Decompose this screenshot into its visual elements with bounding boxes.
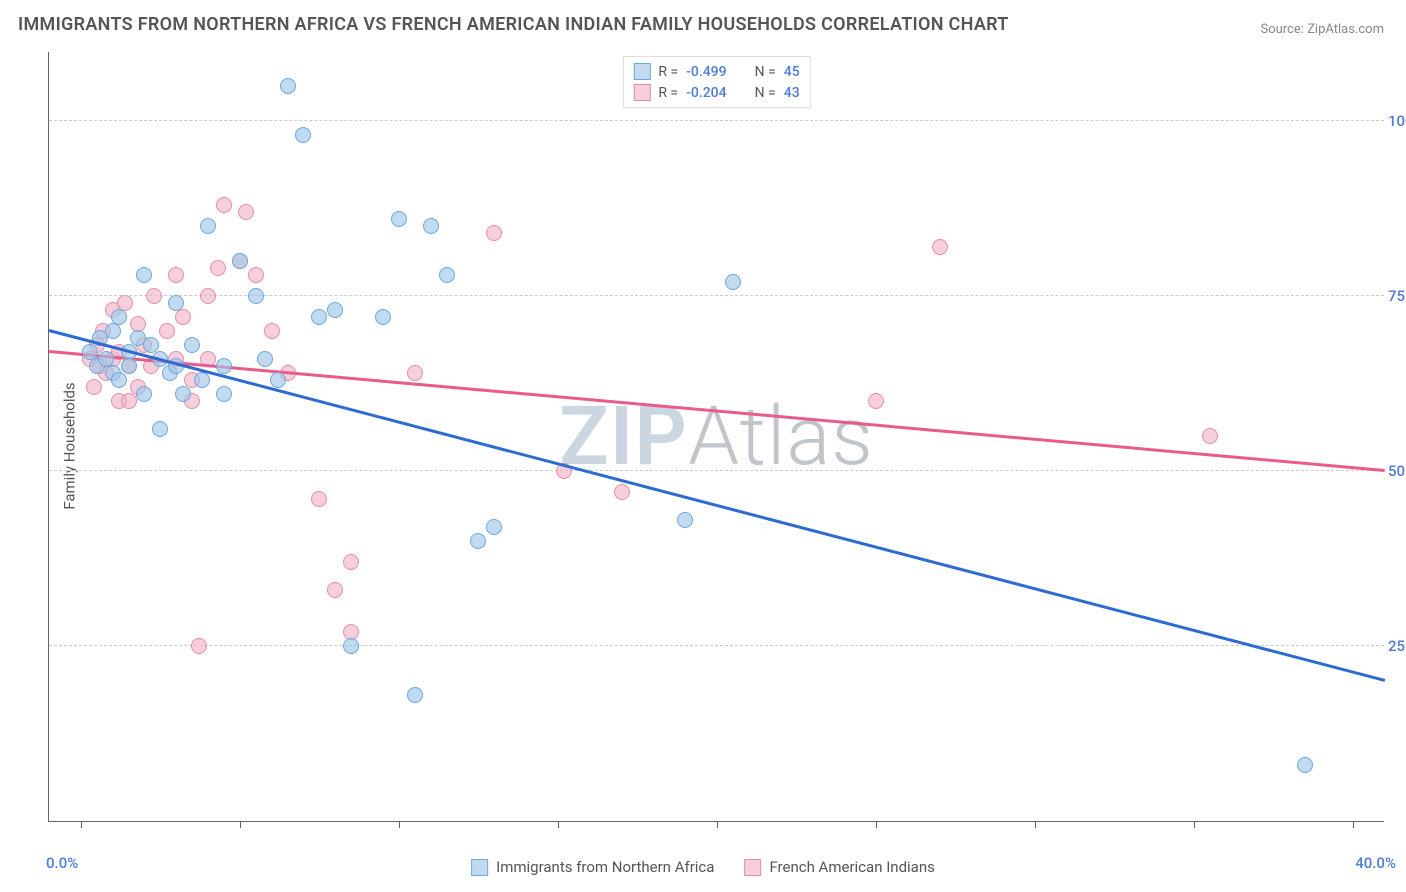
scatter-point-series1 <box>280 78 296 94</box>
x-tick <box>1353 821 1354 828</box>
scatter-point-series1 <box>194 372 210 388</box>
scatter-point-series2 <box>168 267 184 283</box>
regression-line-series2 <box>49 350 1385 471</box>
n-label: N = <box>755 64 776 80</box>
x-axis-max-label: 40.0% <box>1355 854 1396 872</box>
scatter-point-series1 <box>311 309 327 325</box>
scatter-point-series1 <box>391 211 407 227</box>
r-label: R = <box>658 85 678 101</box>
scatter-point-series1 <box>248 288 264 304</box>
scatter-point-series1 <box>677 512 693 528</box>
n-value-1: 45 <box>784 64 800 80</box>
scatter-point-series2 <box>614 484 630 500</box>
scatter-point-series2 <box>200 288 216 304</box>
scatter-point-series1 <box>175 386 191 402</box>
scatter-point-series1 <box>232 253 248 269</box>
scatter-point-series2 <box>311 491 327 507</box>
chart-title: IMMIGRANTS FROM NORTHERN AFRICA VS FRENC… <box>18 14 1009 35</box>
scatter-point-series1 <box>295 127 311 143</box>
legend-row-1: R = -0.499 N = 45 <box>633 61 799 82</box>
scatter-point-series2 <box>327 582 343 598</box>
x-tick <box>717 821 718 828</box>
scatter-point-series2 <box>175 309 191 325</box>
legend-row-2: R = -0.204 N = 43 <box>633 82 799 103</box>
swatch-series1-icon <box>633 63 650 80</box>
plot-area: ZIPAtlas R = -0.499 N = 45 R = -0.204 N … <box>48 52 1384 822</box>
scatter-point-series1 <box>407 687 423 703</box>
scatter-point-series2 <box>216 197 232 213</box>
scatter-point-series2 <box>264 323 280 339</box>
y-tick-label: 25.0% <box>1388 637 1406 655</box>
x-tick <box>876 821 877 828</box>
scatter-point-series1 <box>136 267 152 283</box>
scatter-point-series2 <box>238 204 254 220</box>
scatter-point-series2 <box>146 288 162 304</box>
legend-label-1: Immigrants from Northern Africa <box>496 858 714 876</box>
scatter-point-series2 <box>1202 428 1218 444</box>
swatch-series1-icon <box>471 859 488 876</box>
scatter-point-series1 <box>343 638 359 654</box>
x-axis-min-label: 0.0% <box>46 854 78 872</box>
scatter-point-series1 <box>111 309 127 325</box>
scatter-point-series2 <box>121 393 137 409</box>
gridline <box>49 120 1384 121</box>
scatter-point-series1 <box>270 372 286 388</box>
scatter-point-series2 <box>210 260 226 276</box>
y-tick-label: 75.0% <box>1388 287 1406 305</box>
scatter-point-series2 <box>248 267 264 283</box>
scatter-point-series1 <box>725 274 741 290</box>
n-value-2: 43 <box>784 85 800 101</box>
scatter-point-series2 <box>159 323 175 339</box>
legend-item-2: French American Indians <box>744 858 934 876</box>
y-tick-label: 50.0% <box>1388 462 1406 480</box>
scatter-point-series1 <box>105 323 121 339</box>
x-tick <box>81 821 82 828</box>
scatter-point-series1 <box>216 358 232 374</box>
swatch-series2-icon <box>633 84 650 101</box>
scatter-point-series1 <box>200 218 216 234</box>
source-label: Source: ZipAtlas.com <box>1260 22 1384 37</box>
scatter-point-series1 <box>152 421 168 437</box>
scatter-point-series2 <box>343 554 359 570</box>
legend-correlation: R = -0.499 N = 45 R = -0.204 N = 43 <box>622 56 810 108</box>
x-tick <box>1194 821 1195 828</box>
scatter-point-series1 <box>136 386 152 402</box>
y-tick-label: 100.0% <box>1388 112 1406 130</box>
scatter-point-series2 <box>191 638 207 654</box>
scatter-point-series2 <box>407 365 423 381</box>
scatter-point-series1 <box>470 533 486 549</box>
scatter-point-series2 <box>86 379 102 395</box>
scatter-point-series1 <box>257 351 273 367</box>
scatter-point-series1 <box>1297 757 1313 773</box>
scatter-point-series2 <box>932 239 948 255</box>
r-value-2: -0.204 <box>686 85 726 101</box>
scatter-point-series1 <box>327 302 343 318</box>
scatter-point-series1 <box>423 218 439 234</box>
scatter-point-series1 <box>216 386 232 402</box>
x-tick <box>1035 821 1036 828</box>
swatch-series2-icon <box>744 859 761 876</box>
scatter-point-series1 <box>439 267 455 283</box>
legend-bottom: Immigrants from Northern Africa French A… <box>471 858 935 876</box>
n-label: N = <box>755 85 776 101</box>
scatter-point-series2 <box>868 393 884 409</box>
regression-line-series1 <box>49 329 1386 681</box>
r-value-1: -0.499 <box>686 64 726 80</box>
scatter-point-series1 <box>486 519 502 535</box>
scatter-point-series1 <box>121 358 137 374</box>
gridline <box>49 645 1384 646</box>
r-label: R = <box>658 64 678 80</box>
scatter-point-series1 <box>168 295 184 311</box>
x-tick <box>240 821 241 828</box>
legend-label-2: French American Indians <box>769 858 934 876</box>
scatter-point-series1 <box>375 309 391 325</box>
gridline <box>49 470 1384 471</box>
legend-item-1: Immigrants from Northern Africa <box>471 858 714 876</box>
x-tick <box>558 821 559 828</box>
scatter-point-series1 <box>111 372 127 388</box>
scatter-point-series2 <box>486 225 502 241</box>
scatter-point-series1 <box>184 337 200 353</box>
x-tick <box>399 821 400 828</box>
